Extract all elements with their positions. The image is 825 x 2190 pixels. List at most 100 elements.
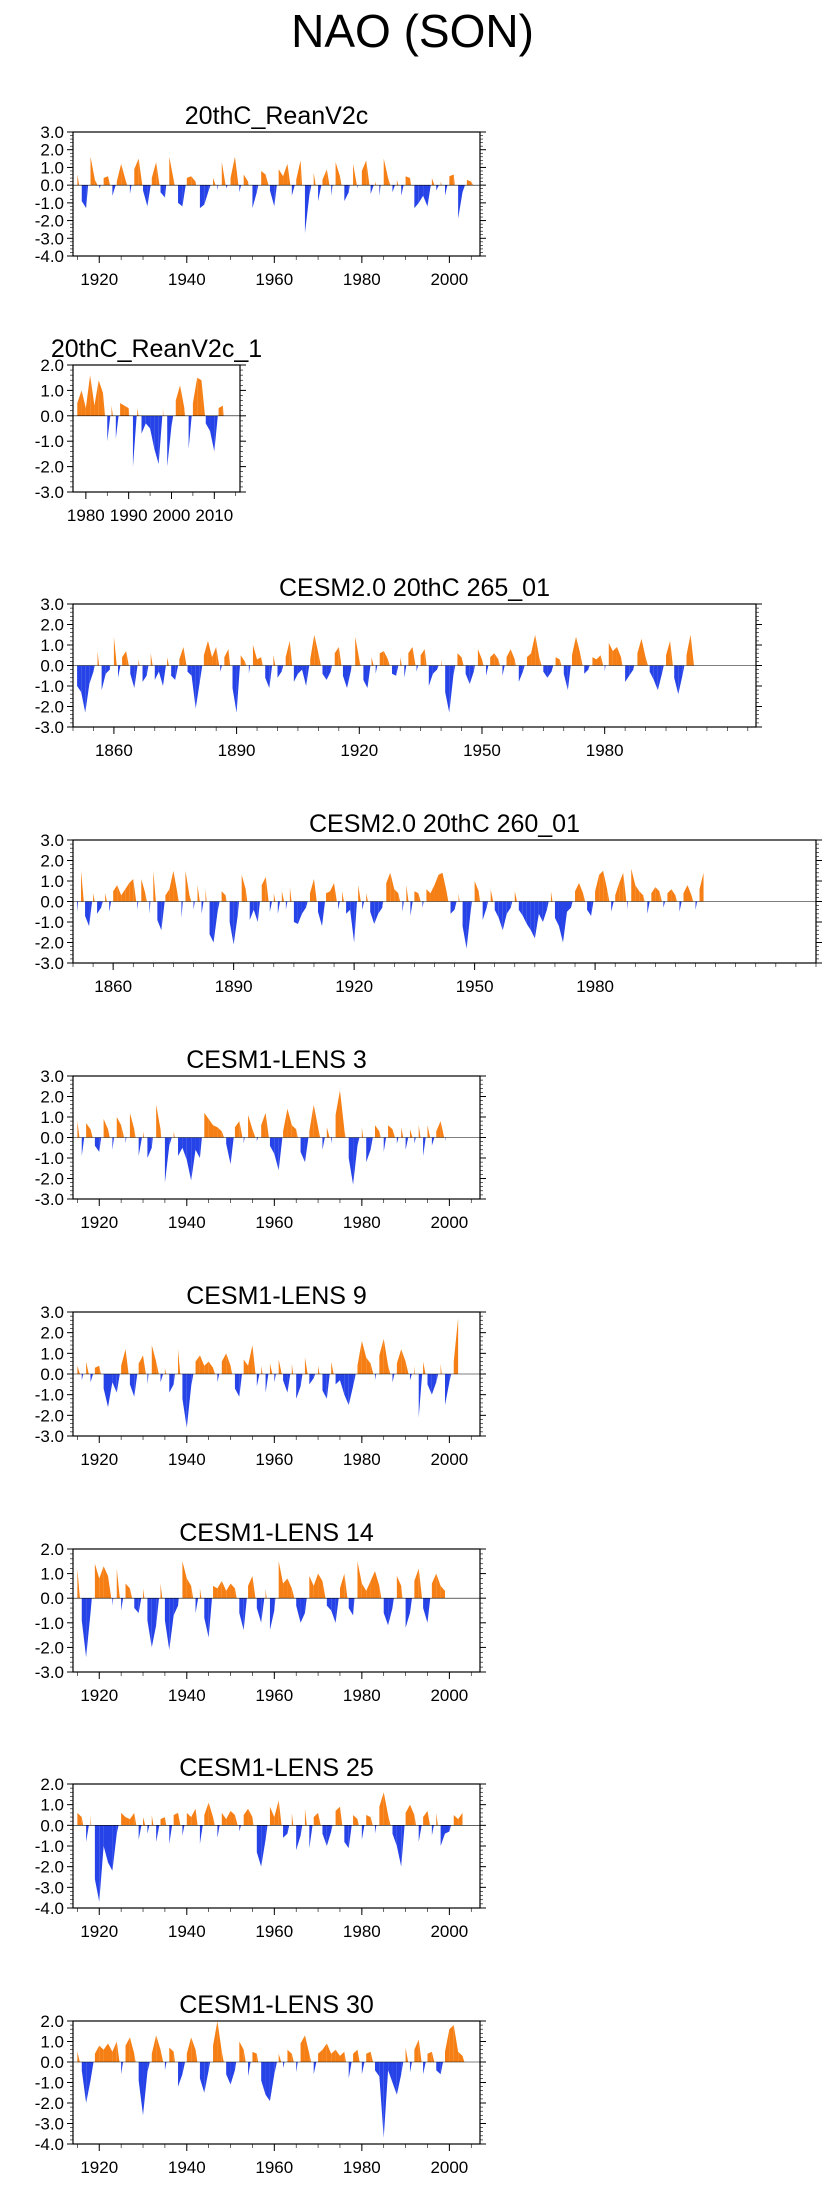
area-segment	[339, 176, 342, 186]
area-segment	[322, 169, 327, 186]
area-segment	[404, 665, 407, 678]
area-segment	[86, 1361, 89, 1374]
area-segment	[274, 1800, 279, 1826]
area-segment	[151, 1345, 157, 1374]
area-segment	[604, 665, 606, 672]
area-segment	[314, 634, 319, 666]
area-segment	[90, 1129, 93, 1138]
area-segment	[473, 665, 475, 672]
x-tick-label: 2000	[153, 506, 191, 525]
x-tick-label: 1980	[576, 977, 614, 996]
area-segment	[105, 893, 107, 902]
area-segment	[296, 1825, 301, 1851]
area-segment	[77, 1568, 80, 1599]
y-tick-label: 2.0	[40, 616, 64, 635]
area-segment	[239, 1825, 241, 1832]
area-segment	[99, 185, 101, 189]
x-tick-label: 1920	[80, 1213, 118, 1232]
y-tick-label: -4.0	[35, 247, 64, 266]
area-segment	[81, 1137, 85, 1156]
chart-title: CESM2.0 20thC 260_01	[309, 810, 580, 838]
x-tick-label: 1940	[168, 1450, 206, 1469]
area-segment	[446, 891, 449, 902]
area-segment	[683, 885, 688, 902]
area-segment	[147, 2062, 150, 2073]
area-segment	[208, 1119, 214, 1138]
area-segment	[103, 2043, 109, 2062]
area-segment	[440, 1585, 445, 1599]
area-segment	[627, 901, 629, 910]
area-segment	[199, 1825, 203, 1844]
area-segment	[414, 1365, 416, 1374]
area-segment	[94, 1825, 100, 1902]
area-segment	[204, 1802, 209, 1826]
area-segment	[567, 665, 571, 691]
area-segment	[348, 1825, 352, 1849]
area-segment	[221, 2051, 224, 2062]
area-segment	[398, 893, 401, 902]
area-segment	[203, 640, 208, 666]
area-segment	[178, 2062, 183, 2087]
area-segment	[412, 647, 416, 666]
area-segment	[361, 1583, 367, 1599]
area-segment	[401, 1585, 403, 1599]
area-segment	[269, 1363, 273, 1374]
area-segment	[318, 1365, 320, 1374]
area-segment	[643, 895, 645, 902]
area-segment	[621, 657, 623, 666]
area-segment	[178, 1137, 183, 1156]
area-segment	[150, 415, 155, 449]
area-segment	[186, 1374, 192, 1428]
area-segment	[164, 1598, 170, 1650]
area-segment	[296, 1129, 298, 1138]
area-segment	[363, 665, 368, 689]
area-segment	[178, 1598, 179, 1606]
area-segment	[401, 1349, 406, 1374]
area-segment	[182, 1825, 185, 1836]
area-segment	[281, 665, 284, 672]
area-segment	[120, 403, 125, 416]
area-segment	[588, 665, 590, 670]
area-segment	[293, 665, 298, 682]
area-segment	[370, 901, 375, 925]
area-segment	[304, 2035, 310, 2062]
area-segment	[156, 1825, 160, 1842]
chart-title: CESM1-LENS 30	[179, 1991, 374, 2019]
area-segment	[571, 901, 573, 908]
area-segment	[539, 657, 542, 666]
y-tick-label: 0.0	[40, 893, 64, 912]
area-segment	[204, 2062, 209, 2093]
area-segment	[326, 665, 331, 680]
area-segment	[449, 1825, 452, 1832]
area-segment	[287, 1578, 292, 1599]
area-segment	[392, 1374, 395, 1383]
area-segment	[243, 1808, 249, 1826]
area-segment	[133, 878, 137, 902]
area-segment	[409, 2062, 412, 2073]
x-tick-label: 1940	[168, 2158, 206, 2177]
area-segment	[122, 651, 127, 666]
area-segment	[186, 1137, 192, 1181]
y-tick-label: 2.0	[40, 1088, 64, 1107]
area-segment	[326, 1127, 330, 1138]
area-segment	[197, 377, 202, 416]
area-segment	[213, 901, 218, 943]
area-segment	[401, 1127, 404, 1138]
area-segment	[405, 1804, 410, 1826]
y-tick-label: -1.0	[35, 677, 64, 696]
chart-title: CESM1-LENS 9	[186, 1282, 367, 1310]
area-segment	[77, 1365, 80, 1374]
area-segment	[427, 1598, 431, 1623]
area-segment	[167, 657, 169, 666]
area-segment	[236, 665, 240, 713]
area-segment	[103, 1374, 109, 1408]
area-segment	[461, 657, 464, 666]
area-segment	[423, 185, 428, 207]
x-tick-label: 1940	[168, 270, 206, 289]
area-segment	[438, 872, 443, 902]
chart-title: 20thC_ReanV2c_1	[51, 335, 262, 363]
area-segment	[210, 415, 215, 452]
area-segment	[160, 1583, 163, 1599]
area-segment	[125, 883, 130, 902]
x-tick-label: 1920	[80, 1922, 118, 1941]
